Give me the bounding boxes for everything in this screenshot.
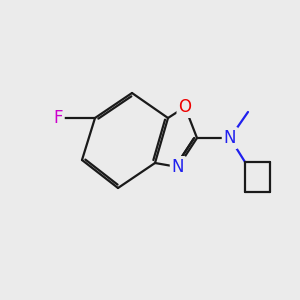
Text: N: N — [224, 129, 236, 147]
Text: N: N — [172, 158, 184, 176]
Text: O: O — [178, 98, 191, 116]
Text: F: F — [53, 109, 63, 127]
